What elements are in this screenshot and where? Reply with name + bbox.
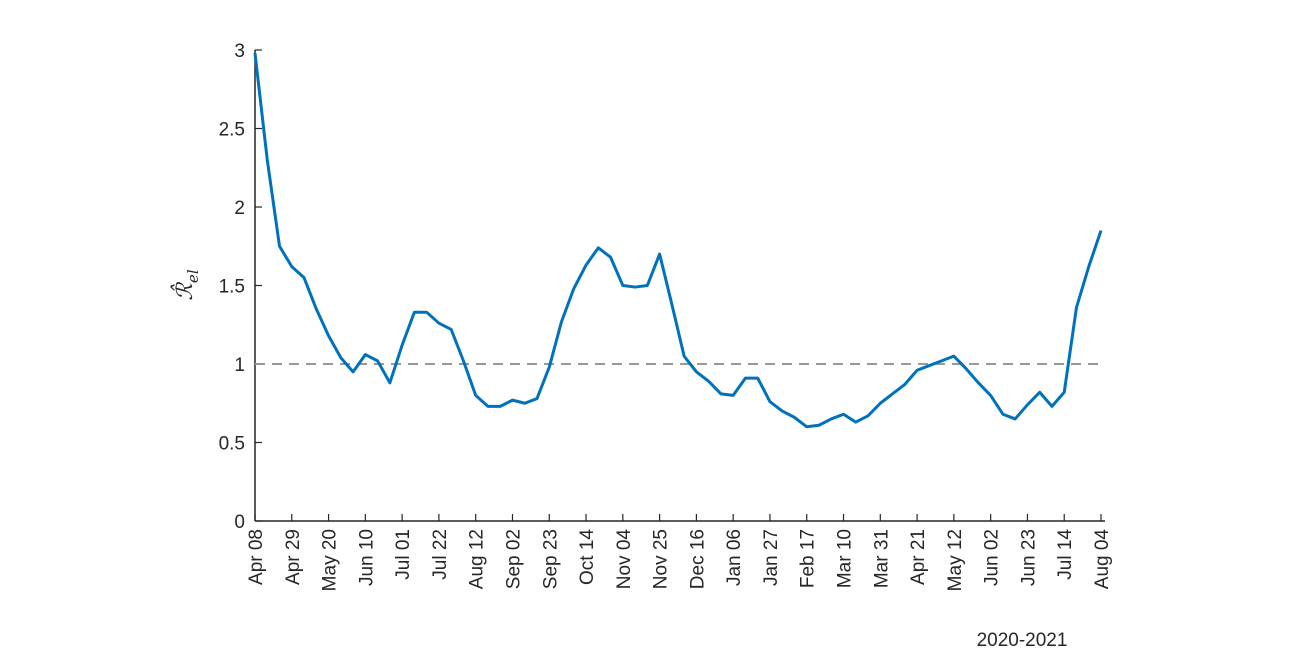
x-tick-label: Jun 02 bbox=[982, 529, 1003, 586]
y-tick-label: 3 bbox=[234, 41, 245, 62]
y-axis-subscript: el bbox=[184, 269, 202, 283]
x-tick-label: Jan 27 bbox=[761, 529, 782, 586]
y-tick-label: 2.5 bbox=[219, 120, 245, 141]
x-tick-label: Oct 14 bbox=[577, 529, 598, 585]
x-tick-label: Jan 06 bbox=[724, 529, 745, 586]
x-tick-label: Mar 10 bbox=[835, 529, 856, 588]
x-tick-label: Nov 04 bbox=[614, 529, 635, 590]
x-tick-label: Jul 14 bbox=[1055, 529, 1076, 580]
x-tick-label: Aug 12 bbox=[467, 529, 488, 589]
x-tick-label: Feb 17 bbox=[798, 529, 819, 588]
x-tick-label: Apr 21 bbox=[908, 529, 929, 585]
y-tick-label: 1 bbox=[234, 355, 245, 376]
data-line bbox=[253, 52, 1103, 429]
x-tick-label: Sep 02 bbox=[503, 529, 524, 589]
x-tick-label: Jul 22 bbox=[430, 529, 451, 580]
x-tick-label: May 20 bbox=[320, 529, 341, 591]
y-tick-label: 2 bbox=[234, 198, 245, 219]
y-tick-label: 0.5 bbox=[219, 434, 245, 455]
x-tick-label: May 12 bbox=[945, 529, 966, 591]
y-tick-label: 1.5 bbox=[219, 277, 245, 298]
x-tick-label: Mar 31 bbox=[871, 529, 892, 588]
x-tick-label: Nov 25 bbox=[651, 529, 672, 589]
y-axis-symbol: ℛ̂ bbox=[170, 282, 198, 301]
x-tick-label: Dec 16 bbox=[687, 529, 708, 589]
y-tick-label: 0 bbox=[234, 512, 245, 533]
x-axis-label: 2020-2021 bbox=[977, 630, 1068, 651]
x-tick-label: Apr 29 bbox=[283, 529, 304, 585]
x-tick-label: Apr 08 bbox=[246, 529, 267, 585]
x-tick-label: Sep 23 bbox=[540, 529, 561, 589]
y-axis-label: ℛ̂el bbox=[170, 269, 202, 300]
x-tick-label: Jun 10 bbox=[356, 529, 377, 586]
x-tick-label: Aug 04 bbox=[1092, 529, 1113, 590]
x-tick-label: Jul 01 bbox=[393, 529, 414, 580]
x-tick-label: Jun 23 bbox=[1018, 529, 1039, 586]
